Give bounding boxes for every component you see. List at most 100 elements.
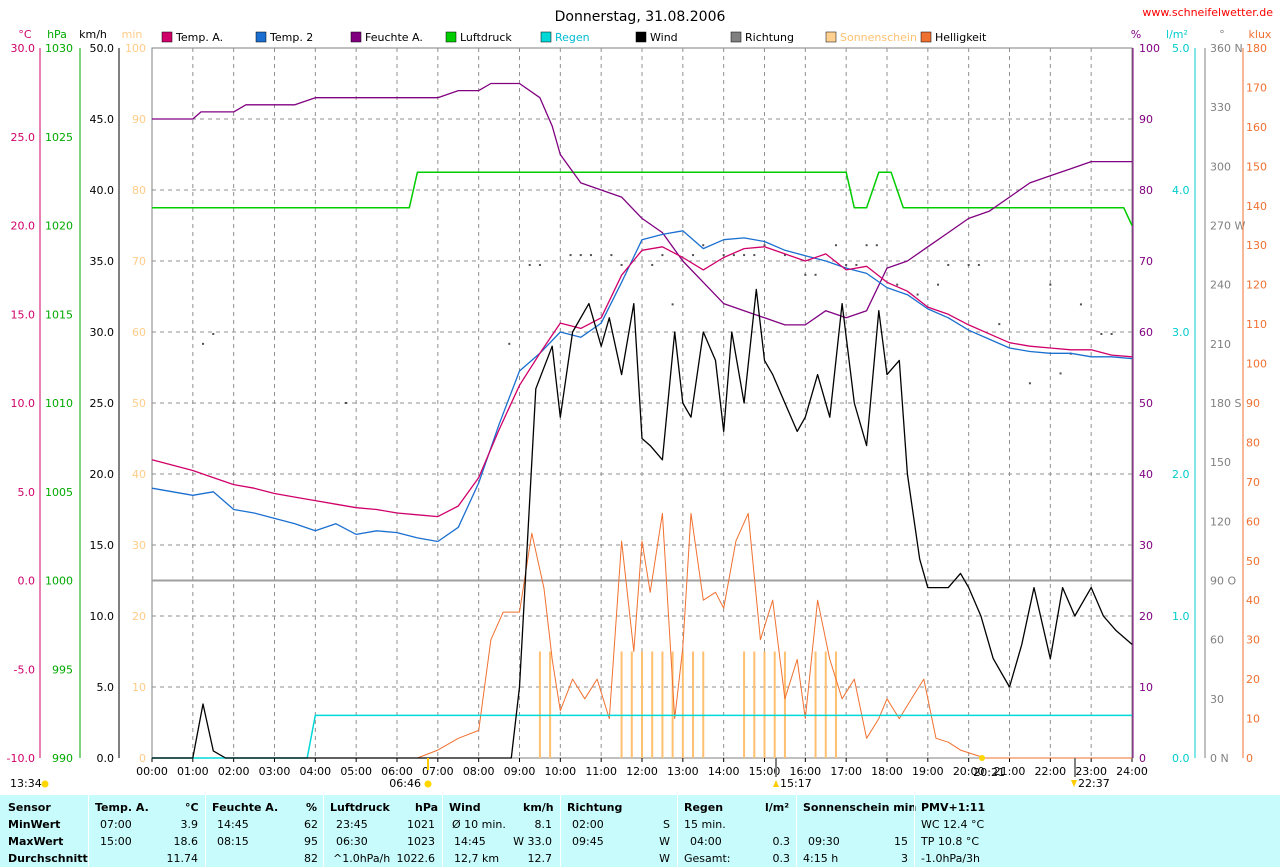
axis-tick-wind: 30.0 [90,326,115,339]
axis-tick-temp: 10.0 [11,397,36,410]
axis-tick-wind: 35.0 [90,255,115,268]
footer-pmv-tp: TP 10.8 °C [921,835,980,848]
x-tick-label: 12:00 [626,765,658,778]
footer-temp-avg-value: 11.74 [166,852,199,865]
axis-tick-pressure: 1020 [45,220,73,233]
legend-label-sonne: Sonnenschein [840,31,917,44]
axis-tick-wind: 0.0 [97,752,115,765]
direction-point [538,263,541,266]
axis-tick-lux: 160 [1246,121,1267,134]
footer-separator [323,795,324,867]
direction-point [528,263,531,266]
axis-unit-direction: ° [1219,28,1225,41]
axis-tick-pressure: 990 [52,752,73,765]
series-line-temp_a [151,246,1133,518]
axis-tick-lux: 70 [1246,476,1260,489]
direction-point [814,273,817,276]
footer-wind-unit: km/h [523,801,554,814]
axis-tick-lux: 170 [1246,81,1267,94]
x-tick-label: 19:00 [912,765,944,778]
footer-sonne-max-time: 09:30 [808,835,840,848]
footer-separator [796,795,797,867]
axis-tick-humidity: 10 [1139,681,1153,694]
axis-tick-rain: 2.0 [1172,468,1190,481]
footer-temp-min-value: 3.9 [180,818,199,831]
footer-luftdruck-trend: ^1.0hPa/h [333,852,391,865]
axis-tick-lux: 120 [1246,279,1267,292]
sunset-icon [979,755,985,761]
direction-point [947,263,950,266]
footer-richtung-max-value: W [659,835,670,848]
direction-point [763,244,766,247]
axis-tick-pressure: 1015 [45,308,73,321]
axis-tick-lux: 20 [1246,673,1260,686]
footer-regen-unit: l/m² [765,801,790,814]
footer-separator [677,795,678,867]
footer-feuchte-max-value: 95 [304,835,318,848]
series-line-luftdruck [152,171,1133,226]
axis-tick-min: 40 [132,468,146,481]
legend-label-wind: Wind [650,31,678,44]
axis-tick-pressure: 1025 [45,131,73,144]
legend-label-temp_a: Temp. A. [175,31,223,44]
legend-swatch-temp_a [161,31,173,43]
footer-sonne-total: 4:15 h [803,852,839,865]
footer-regen-max-value: 0.3 [772,835,791,848]
legend-label-luftdruck: Luftdruck [460,31,512,44]
x-tick-label: 08:00 [463,765,495,778]
axis-tick-direction: 360 N [1210,42,1243,55]
x-tick-label: 15:00 [749,765,781,778]
direction-point [722,254,725,257]
sunrise-icon [424,780,432,788]
footer-wind-min-value: 8.1 [534,818,553,831]
axis-tick-direction: 300 [1210,160,1231,173]
axis-tick-direction: 0 N [1210,752,1229,765]
x-tick-label: 00:00 [136,765,168,778]
x-tick-label: 11:00 [585,765,617,778]
footer-richtung-max-time: 09:45 [572,835,604,848]
direction-point [855,263,858,266]
footer-luftdruck-head: Luftdruck [330,801,390,814]
axis-tick-min: 0 [139,752,146,765]
axis-unit-rain: l/m² [1166,28,1188,41]
legend-swatch-temp_2 [255,31,267,43]
axis-tick-temp: -5.0 [14,663,35,676]
axis-tick-rain: 0.0 [1172,752,1190,765]
axis-tick-direction: 90 O [1210,575,1236,588]
axis-tick-lux: 130 [1246,239,1267,252]
axis-tick-wind: 10.0 [90,610,115,623]
axis-tick-humidity: 60 [1139,326,1153,339]
legend-swatch-luftdruck [445,31,457,43]
x-tick-label: 07:00 [422,765,454,778]
footer-sonne-avg-value: 3 [901,852,908,865]
footer-max-label: MaxWert [8,835,64,848]
axis-tick-humidity: 40 [1139,468,1153,481]
axis-tick-direction: 180 S [1210,397,1241,410]
direction-point [702,244,705,247]
legend-swatch-regen [540,31,552,43]
sun-icon [41,780,49,788]
direction-point [743,254,746,257]
footer-richtung-min-value: S [663,818,670,831]
footer-richtung-head: Richtung [567,801,623,814]
axis-tick-temp: 5.0 [18,486,36,499]
footer-luftdruck-avg-value: 1022.6 [396,852,436,865]
axis-unit-pressure: hPa [47,28,67,41]
axis-tick-humidity: 20 [1139,610,1153,623]
noon-arrow-icon [773,780,779,787]
axis-tick-min: 30 [132,539,146,552]
legend-label-hell: Helligkeit [935,31,987,44]
legend-swatch-richtung [730,31,742,43]
axis-tick-min: 10 [132,681,146,694]
axis-tick-humidity: 80 [1139,184,1153,197]
axis-tick-pressure: 1010 [45,397,73,410]
footer-wind-distance: 12,7 km [454,852,500,865]
x-tick-label: 21:00 [994,765,1026,778]
legend-label-feuchte: Feuchte A. [365,31,423,44]
x-tick-label: 18:00 [871,765,903,778]
axis-tick-wind: 15.0 [90,539,115,552]
axis-tick-direction: 210 [1210,338,1231,351]
axis-tick-wind: 20.0 [90,468,115,481]
direction-point [671,303,674,306]
axis-tick-humidity: 90 [1139,113,1153,126]
